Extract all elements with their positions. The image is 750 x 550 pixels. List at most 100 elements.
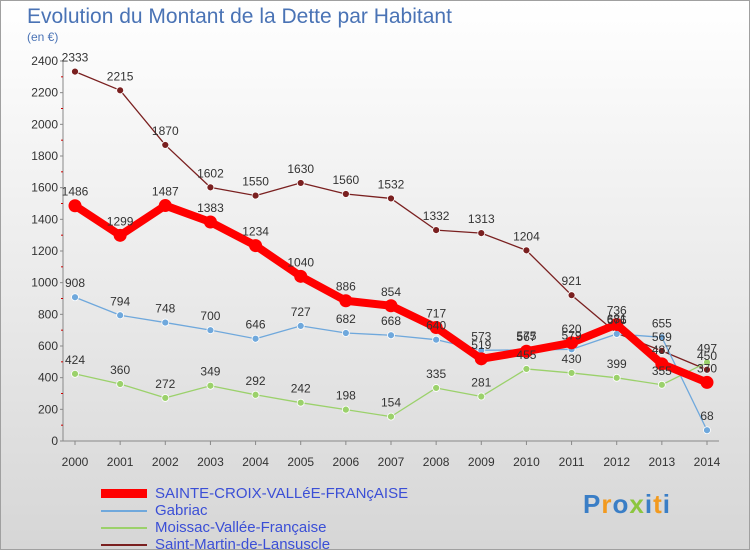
legend-item: Gabriac [101,502,408,519]
x-tick-label: 2003 [197,455,224,469]
data-label: 497 [697,341,717,355]
data-label: 1560 [333,173,360,187]
x-tick-label: 2008 [423,455,450,469]
data-point [296,398,305,407]
chart-series [68,67,714,435]
data-label: 1299 [107,214,134,228]
data-point [161,141,170,149]
data-point [657,347,666,355]
data-label: 335 [426,367,446,381]
x-tick-label: 2013 [649,455,676,469]
data-point [387,412,395,421]
data-point [432,384,441,392]
y-tick-label: 1600 [31,181,58,195]
data-label: 567 [516,330,536,344]
data-point [206,381,215,390]
data-point [522,365,531,373]
data-point [432,226,441,235]
data-label: 430 [562,352,582,366]
data-label: 2215 [107,69,134,83]
data-point [206,183,215,192]
data-label: 727 [291,305,311,319]
data-label: 700 [200,309,220,323]
data-label: 646 [246,318,266,332]
data-label: 272 [155,377,175,391]
data-label: 1383 [197,201,224,215]
data-point [116,380,125,388]
data-point [249,239,263,253]
data-label: 424 [65,353,85,367]
data-label: 455 [516,348,536,362]
data-point [477,229,486,238]
data-point [522,246,531,255]
x-tick-label: 2005 [287,455,314,469]
data-point [251,390,260,399]
data-label: 198 [336,389,356,403]
data-label: 1487 [152,185,179,199]
data-point [296,321,305,330]
data-label: 748 [155,302,175,316]
data-point [251,191,260,200]
chart-data-labels: 1486 1299 1487 1383 1234 1040 886 854 717 519 567 6… [62,51,718,424]
data-point [700,375,714,389]
y-tick-label: 1800 [31,149,58,163]
y-tick-label: 800 [38,307,58,321]
data-point [113,228,127,242]
data-point [567,369,576,377]
legend-label: SAINTE-CROIX-VALLéE-FRANçAISE [155,485,409,502]
legend-label: Saint-Martin-de-Lansuscle [155,536,331,550]
x-tick-label: 2006 [333,455,360,469]
data-point [203,215,217,229]
proxiti-logo: Proxiti [583,489,671,519]
data-label: 794 [110,294,130,308]
series-2 [71,358,711,421]
data-point [655,357,669,371]
data-label: 1550 [242,175,269,189]
legend-label: Gabriac [155,502,208,519]
legend-label: Moissac-Vallée-Française [155,519,327,536]
data-point [565,336,579,350]
data-label: 655 [652,316,672,330]
data-label: 154 [381,396,401,410]
data-point [116,86,125,95]
data-point [429,320,443,334]
data-point [519,344,533,358]
data-label: 676 [607,313,627,327]
legend-item: SAINTE-CROIX-VALLéE-FRANçAISE [101,485,408,502]
legend-swatch [101,526,147,529]
data-label: 854 [381,285,401,299]
data-point [387,194,395,203]
data-label: 360 [110,363,130,377]
chart-legend: SAINTE-CROIX-VALLéE-FRANçAISE Gabriac Mois… [101,485,408,550]
data-label: 921 [562,274,582,288]
data-label: 1332 [423,209,450,223]
data-label: 349 [200,365,220,379]
y-tick-label: 200 [38,402,58,416]
data-label: 682 [336,312,356,326]
data-label: 68 [700,409,714,423]
data-label: 292 [246,374,266,388]
data-label: 1630 [287,162,314,176]
data-point [612,373,621,382]
legend-item: Moissac-Vallée-Française [101,519,408,536]
data-point [206,326,215,335]
data-point [161,394,170,402]
x-tick-label: 2002 [152,455,179,469]
data-label: 573 [471,329,491,343]
data-label: 908 [65,276,85,290]
data-point [432,335,441,344]
x-tick-label: 2009 [468,455,495,469]
data-label: 668 [381,314,401,328]
data-point [703,358,711,367]
data-label: 519 [471,338,491,352]
data-point [339,294,353,308]
legend-swatch [101,509,147,512]
data-point [657,380,666,389]
y-tick-label: 400 [38,371,58,385]
data-label: 736 [607,303,627,317]
data-label: 242 [291,382,311,396]
data-label: 1486 [62,185,89,199]
data-label: 640 [426,319,446,333]
data-label: 1602 [197,166,224,180]
